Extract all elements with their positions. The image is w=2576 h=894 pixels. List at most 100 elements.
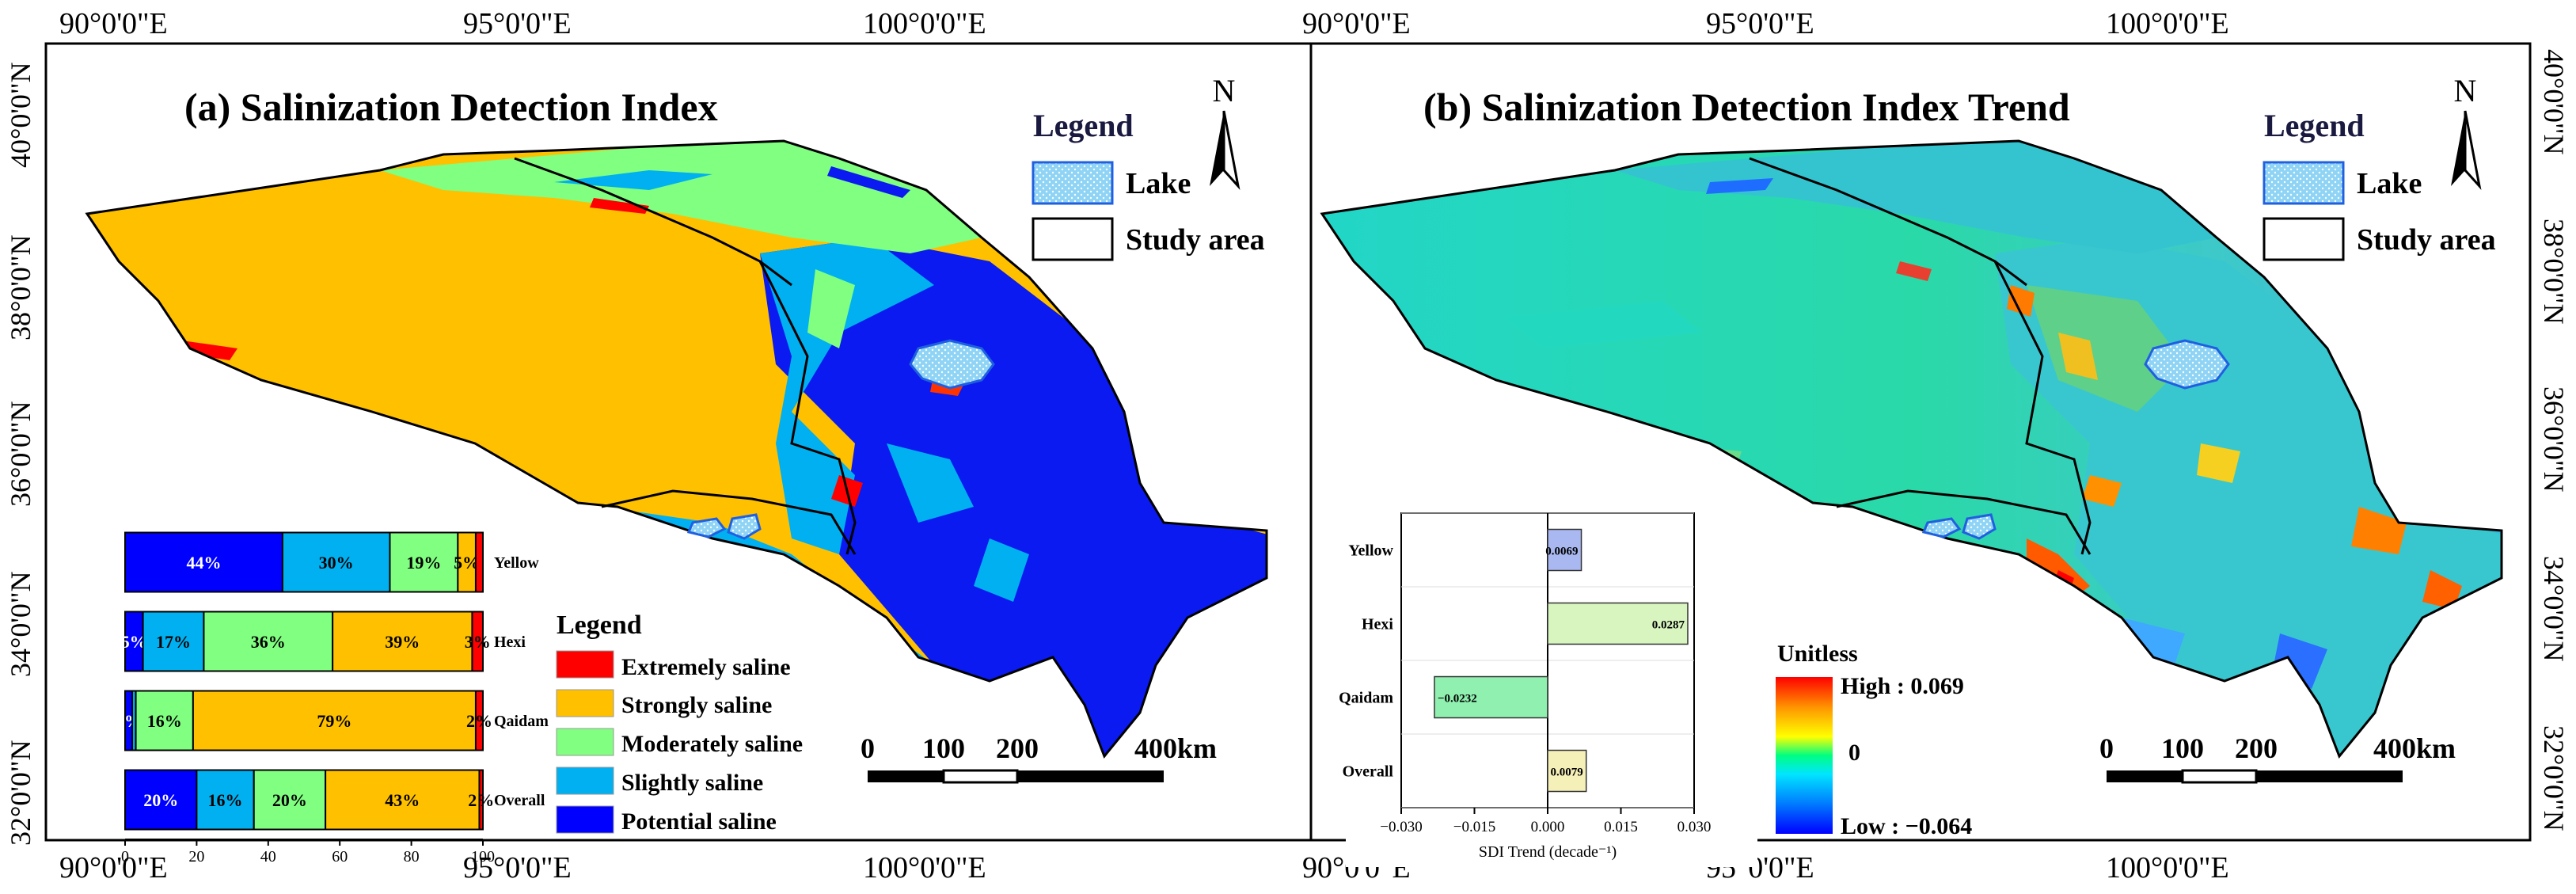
stack-category-label: Hexi [494, 633, 526, 651]
trend-x-tick-label: 0.030 [1677, 819, 1712, 835]
legend-study-label: Study area [2357, 223, 2496, 257]
lon-label: 95°0'0"E [1706, 7, 1814, 40]
panel-b-legend: Legend Lake Study area [2263, 108, 2496, 261]
svg-text:Strongly saline: Strongly saline [621, 692, 772, 718]
trend-bar-label: 0.0079 [1550, 767, 1582, 779]
stack-bar-label: 30% [319, 553, 354, 573]
stack-bar-segment [474, 531, 484, 593]
stack-bar-segment [325, 769, 481, 831]
lake-small [727, 513, 762, 540]
basin-border [1836, 489, 2092, 555]
stack-bar-segment [203, 611, 334, 672]
stack-bar-label: 36% [251, 632, 286, 652]
stack-category-label: Overall [494, 792, 545, 809]
panel-b-title: (b) Salinization Detection Index Trend [1423, 85, 2070, 129]
stack-bar-label: 79% [317, 711, 351, 731]
panel-a-legend: Legend Lake Study area [1032, 108, 1265, 261]
svg-text:0: 0 [861, 732, 875, 764]
stack-bar-segment [281, 531, 391, 593]
lat-label: 32°0'0"N [5, 740, 36, 846]
stack-bar-label: 19% [406, 553, 441, 573]
north-arrow-icon: N [1210, 73, 1241, 190]
study-area-swatch [2263, 217, 2345, 261]
svg-text:400km: 400km [2373, 732, 2456, 764]
lat-label: 38°0'0"N [2538, 219, 2570, 325]
lat-label: 40°0'0"N [5, 62, 36, 168]
trend-category-label: Hexi [1362, 616, 1393, 633]
trend-bar-label: 0.0287 [1652, 619, 1685, 632]
stack-bar-label: 43% [385, 790, 420, 810]
class-item: Slightly saline [556, 767, 763, 796]
lake-swatch [2263, 161, 2345, 205]
lat-labels-right: 40°0'0"N 38°0'0"N 36°0'0"N 34°0'0"N 32°0… [2538, 49, 2570, 831]
legend-title: Legend [2264, 108, 2365, 143]
svg-text:N: N [1213, 73, 1236, 108]
stack-bar-segment [196, 769, 255, 831]
stack-bar-segment [332, 611, 473, 672]
lake-small [1962, 513, 1997, 540]
stack-bar-label: 2% [466, 711, 492, 731]
legend-lake-label: Lake [2357, 167, 2422, 200]
svg-text:Slightly saline: Slightly saline [621, 770, 763, 796]
lat-labels-left: 40°0'0"N 38°0'0"N 36°0'0"N 34°0'0"N 32°0… [5, 62, 36, 846]
trend-x-axis-title: SDI Trend (decade⁻¹) [1479, 843, 1617, 861]
lon-labels-top: 90°0'0"E 95°0'0"E 100°0'0"E 90°0'0"E 95°… [59, 7, 2229, 40]
trend-x-tick-label: 0.015 [1604, 819, 1638, 835]
stack-category-label: Qaidam [494, 713, 549, 730]
lat-label: 34°0'0"N [5, 571, 36, 677]
scale-bar: 0 100 200 400km [2099, 732, 2456, 784]
svg-text:200: 200 [2235, 732, 2278, 764]
class-legend-title: Legend [557, 611, 642, 640]
lon-labels-bottom: 90°0'0"E 95°0'0"E 100°0'0"E 90°0'0"E 95°… [59, 851, 2229, 884]
stack-x-tick-label: 80 [404, 848, 420, 865]
svg-text:400km: 400km [1134, 732, 1217, 764]
trend-bar-label: 0.0069 [1545, 546, 1578, 558]
stack-bar-label: 20% [143, 790, 178, 810]
trend-bar [1547, 528, 1582, 572]
legend-title: Legend [1033, 108, 1134, 143]
stack-x-tick-label: 0 [121, 848, 129, 865]
lon-label: 95°0'0"E [463, 851, 572, 884]
trend-bar [1547, 749, 1587, 793]
stack-bar-label: 3% [465, 632, 491, 652]
stack-x-tick-label: 20 [188, 848, 204, 865]
stack-x-tick-label: 100 [471, 848, 495, 865]
class-item: Strongly saline [556, 689, 772, 718]
lon-label: 100°0'0"E [2106, 851, 2229, 884]
svg-text:100: 100 [922, 732, 965, 764]
lon-label: 90°0'0"E [1302, 7, 1411, 40]
trend-bar [1434, 675, 1548, 719]
trend-x-tick-label: 0.000 [1531, 819, 1565, 835]
basin-border [601, 489, 857, 555]
study-area-outline [1320, 139, 2503, 759]
lake-qinghai [909, 339, 995, 390]
lat-label: 34°0'0"N [2538, 556, 2570, 662]
stack-bar-label: 2% [468, 790, 494, 810]
trend-category-label: Overall [1343, 763, 1394, 781]
lat-label: 38°0'0"N [5, 234, 36, 340]
stack-bar-label: 16% [208, 790, 243, 810]
svg-text:100: 100 [2161, 732, 2204, 764]
colorbar-title: Unitless [1777, 641, 1858, 667]
trend-bar-chart: 0.0069 Yellow 0.0287 Hexi −0.0232 Qaidam 0.007… [1339, 507, 1757, 867]
panel-b-frame [1309, 42, 2532, 842]
class-item: Potential saline [556, 805, 777, 835]
stack-bar-segment [471, 611, 484, 672]
basin-border [1749, 157, 2027, 287]
lon-label: 90°0'0"E [59, 851, 168, 884]
class-item: Extremely saline [556, 650, 791, 680]
colorbar-low: Low : −0.064 [1841, 813, 1972, 839]
lat-label: 32°0'0"N [2538, 725, 2570, 831]
legend-lake-label: Lake [1126, 167, 1191, 200]
trend-category-label: Qaidam [1339, 690, 1393, 707]
trend-x-tick-label: −0.030 [1380, 819, 1422, 835]
panel-a-title: (a) Salinization Detection Index [184, 85, 718, 129]
legend-study-label: Study area [1126, 223, 1265, 257]
lon-label: 95°0'0"E [463, 7, 572, 40]
stack-x-tick-label: 60 [332, 848, 348, 865]
trend-category-label: Yellow [1348, 542, 1393, 560]
basin-border [514, 157, 792, 287]
svg-text:200: 200 [996, 732, 1039, 764]
lat-label: 40°0'0"N [2538, 49, 2570, 155]
svg-text:0: 0 [2099, 732, 2114, 764]
